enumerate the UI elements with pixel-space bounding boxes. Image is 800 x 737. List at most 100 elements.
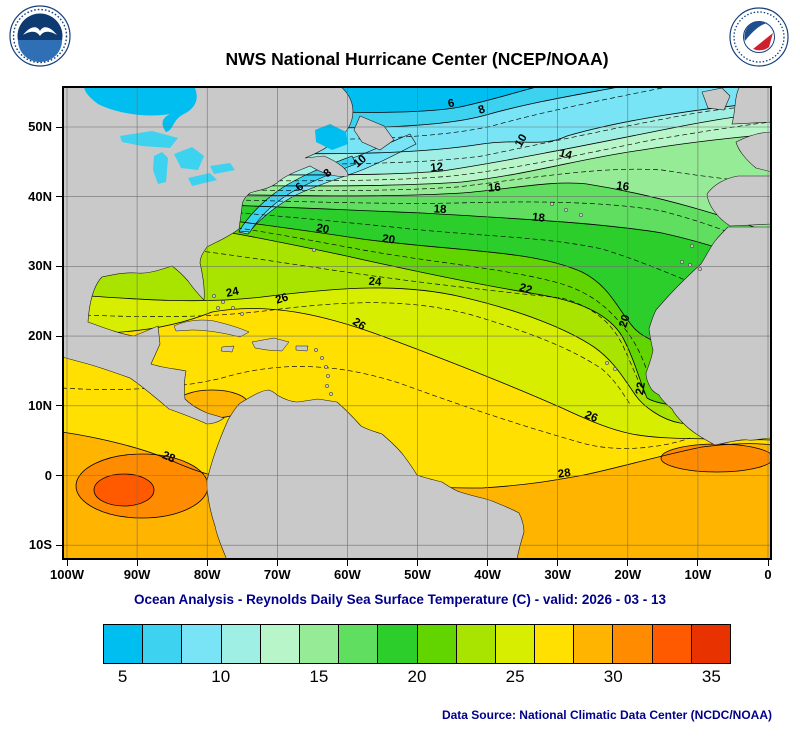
iberia-landmass [706,175,773,227]
axis-tick [56,544,62,546]
contour-label: 28 [160,449,177,465]
grid-lines [62,86,772,560]
axis-tick [56,405,62,407]
axis-tick [767,560,769,566]
page-title: NWS National Hurricane Center (NCEP/NOAA… [225,49,609,69]
hispaniola-island [251,337,290,352]
noaa-emblem-icon [9,5,71,67]
contour-label: 6 [447,97,456,110]
axis-tick [136,560,138,566]
isotherm-line-dashed [61,302,631,405]
small-island [605,361,609,365]
axis-tick [417,560,418,566]
lat-axis-label: 40N [28,188,52,204]
france-landmass [735,131,773,173]
lon-axis-label: 30W [544,567,572,582]
colorbar-cell [260,625,300,663]
axis-tick [56,475,62,476]
small-island [550,202,554,206]
axis-tick [56,265,62,267]
contour-label: 20 [315,222,330,236]
colorbar-tick-label: 20 [407,667,427,686]
contour-label: 28 [557,467,572,481]
contour-label: 24 [225,285,241,300]
sst-map: 6 8 10 12 14 6 8 10 16 16 18 18 20 20 20 22 22 24 24 26 26 26… [61,85,774,561]
isotherm-line-dashed [61,235,646,395]
colorbar-cell [339,625,379,663]
lake-superior [120,131,178,148]
lon-axis-label: 70W [263,567,291,582]
lon-axis-label: 20W [614,567,642,582]
puerto-rico-island [295,345,309,352]
colorbar-tick-label: 15 [309,667,329,686]
contour-label: 26 [583,409,599,425]
nws-emblem-icon [729,7,789,67]
gulf-of-st-lawrence [315,124,348,150]
cuba-island [173,319,250,338]
contour-label: 20 [617,313,632,329]
axis-tick [56,126,62,128]
hudson-bay [84,86,197,132]
contour-label: 16 [488,182,502,195]
contour-label: 26 [274,291,290,306]
map-caption: Ocean Analysis - Reynolds Daily Sea Surf… [134,592,666,607]
lakes-and-bays [84,86,348,186]
colorbar-cell [378,625,418,663]
colorbar-cell [574,625,614,663]
contour-label: 22 [518,282,534,297]
nws-blue-swoosh-icon [744,21,767,41]
axis-tick [66,560,68,566]
nws-logo [729,7,789,72]
colorbar-cell [104,625,144,663]
data-source-note: Data Source: National Climatic Data Cent… [441,708,772,722]
contour-label: 18 [433,203,447,216]
small-island [329,392,333,396]
colorbar-cell [652,625,692,663]
contour-label: 10 [513,132,530,149]
lon-axis-label: 40W [474,567,501,582]
colorbar-tick-label: 10 [211,667,231,686]
lake-michigan [153,152,168,184]
colorbar-cell [495,625,536,663]
lon-axis-label: 80W [193,567,221,582]
south-america-landmass [206,389,525,561]
north-america-landmass [61,85,354,425]
small-island [231,306,235,310]
contour-label: 20 [381,233,395,247]
temperature-colorbar [103,624,731,664]
colorbar-cell [456,625,496,663]
small-island [564,208,568,212]
small-island [613,367,617,371]
small-island [680,260,684,264]
small-island [240,312,244,316]
axis-tick [697,560,699,566]
jamaica-island [220,345,235,353]
colorbar-cell [691,625,730,663]
map-frame [62,86,772,560]
colorbar-cell [221,625,261,663]
lat-axis-label: 50N [28,119,52,134]
axis-tick [487,560,489,566]
axis-tick [206,560,208,566]
lake-huron [174,147,204,170]
colorbar-cell [535,625,575,663]
contour-label: 14 [558,147,574,162]
britain-landmass [731,85,773,125]
lon-axis-label: 60W [334,567,361,582]
small-island [579,213,583,217]
axis-tick [56,196,62,198]
axis-tick [557,560,559,566]
axis-tick [276,560,278,566]
lat-axis-label: 10S [28,537,52,553]
landmasses [61,85,773,561]
small-island [320,356,324,360]
seagull-icon [23,27,57,36]
small-island [690,244,694,248]
ireland-landmass [701,87,731,111]
warm-pool [93,473,155,507]
axis-tick [56,335,62,337]
colorbar-cell [182,625,222,663]
lat-axis-label: 20N [28,328,52,344]
